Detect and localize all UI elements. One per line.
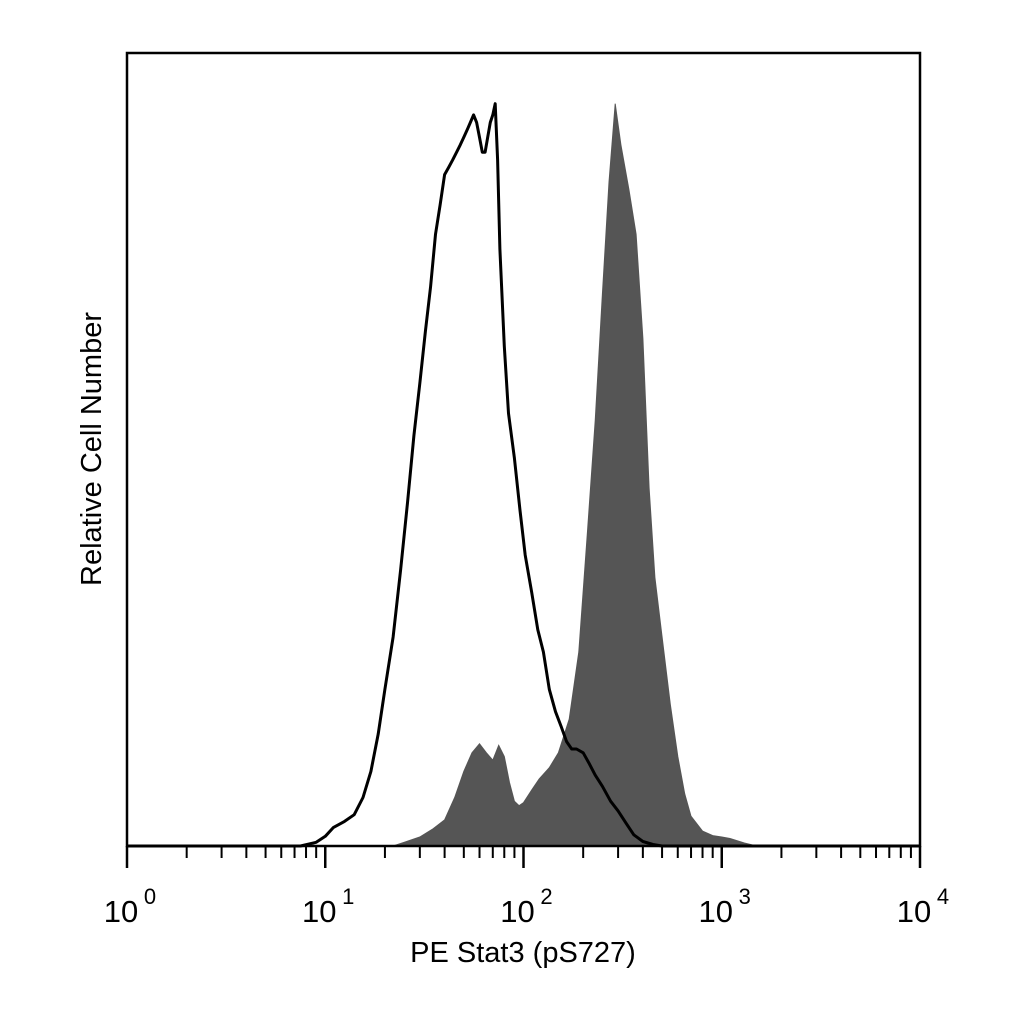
x-axis-label: PE Stat3 (pS727) [410, 937, 636, 969]
x-tick-label: 10 [500, 894, 534, 929]
x-axis-ticks [125, 846, 922, 868]
x-tick-label: 10 [897, 894, 931, 929]
x-tick-label: 10 [104, 894, 138, 929]
x-tick-label-exponent: 1 [342, 884, 354, 909]
y-axis-label: Relative Cell Number [76, 312, 108, 586]
histogram-outline-series [127, 102, 920, 848]
x-tick-label-exponent: 4 [937, 884, 949, 909]
x-tick-label-exponent: 0 [144, 884, 156, 909]
x-tick-label-exponent: 2 [540, 884, 552, 909]
x-tick-label: 10 [302, 894, 336, 929]
plot-frame [125, 51, 922, 848]
x-axis-tick-labels: 10 0 10 1 10 2 10 3 10 4 [104, 884, 949, 929]
series-layer [127, 102, 920, 848]
histogram-filled-series [127, 103, 920, 847]
x-tick-label: 10 [699, 894, 733, 929]
x-tick-label-exponent: 3 [739, 884, 751, 909]
